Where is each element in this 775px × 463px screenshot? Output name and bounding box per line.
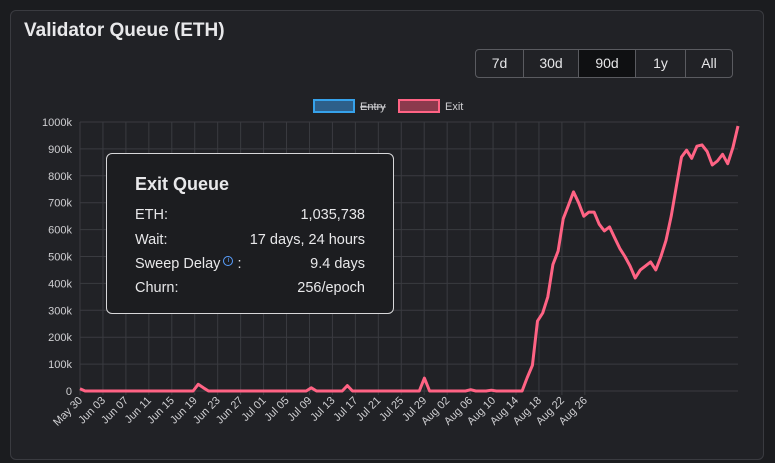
tooltip-value: 256/epoch xyxy=(297,280,365,296)
y-tick-label: 800k xyxy=(48,171,72,183)
y-tick-label: 300k xyxy=(48,305,72,317)
y-tick-label: 700k xyxy=(48,198,72,210)
tooltip-label: ETH: xyxy=(135,207,169,223)
x-tick-label: May 30 xyxy=(51,395,85,429)
info-icon[interactable]: i xyxy=(223,256,234,267)
y-tick-label: 200k xyxy=(48,332,72,344)
legend-label-entry: Entry xyxy=(360,101,386,113)
tooltip-label: Wait: xyxy=(135,232,168,248)
range-button-7d[interactable]: 7d xyxy=(476,50,524,77)
y-tick-label: 0 xyxy=(66,386,72,398)
tooltip-value: 9.4 days xyxy=(310,256,365,272)
y-tick-label: 400k xyxy=(48,278,72,290)
tooltip-title: Exit Queue xyxy=(135,174,230,194)
tooltip-row-wait: Wait: 17 days, 24 hours xyxy=(135,232,365,248)
x-tick-label: Jul 25 xyxy=(377,395,406,424)
tooltip-value: 1,035,738 xyxy=(300,207,365,223)
tooltip-label: Sweep Delay xyxy=(135,256,221,272)
tooltip-row-churn: Churn: 256/epoch xyxy=(135,280,365,296)
x-tick-label: Jul 17 xyxy=(331,395,360,424)
range-selector: 7d 30d 90d 1y All xyxy=(475,49,733,78)
tooltip-label: Churn: xyxy=(135,280,179,296)
range-button-all[interactable]: All xyxy=(701,55,717,71)
tooltip-label-wrap: Sweep Delay i : xyxy=(135,256,242,272)
tooltip-row-eth: ETH: 1,035,738 xyxy=(135,207,365,223)
range-button-90d[interactable]: 90d xyxy=(579,50,636,77)
x-tick-label: Jul 05 xyxy=(262,395,291,424)
range-button-1y[interactable]: 1y xyxy=(636,50,686,77)
x-tick-label: Jul 13 xyxy=(308,395,337,424)
tooltip-value: 17 days, 24 hours xyxy=(249,232,365,248)
y-tick-label: 100k xyxy=(48,359,72,371)
exit-series-line xyxy=(79,125,740,393)
legend-swatch-exit xyxy=(398,99,440,113)
legend-label-exit: Exit xyxy=(445,101,463,113)
x-tick-label: Jul 09 xyxy=(285,395,314,424)
range-button-30d[interactable]: 30d xyxy=(524,50,579,77)
legend-swatch-entry xyxy=(313,99,355,113)
y-tick-label: 900k xyxy=(48,144,72,156)
y-tick-label: 1000k xyxy=(42,117,72,129)
tooltip: Exit Queue ETH: 1,035,738 Wait: 17 days,… xyxy=(106,153,394,314)
y-tick-label: 600k xyxy=(48,225,72,237)
y-tick-label: 500k xyxy=(48,252,72,264)
chart-title: Validator Queue (ETH) xyxy=(24,20,225,41)
tooltip-row-sweep: Sweep Delay i : 9.4 days xyxy=(135,256,365,272)
x-tick-label: Jul 21 xyxy=(354,395,383,424)
x-tick-label: Jul 01 xyxy=(239,395,268,424)
